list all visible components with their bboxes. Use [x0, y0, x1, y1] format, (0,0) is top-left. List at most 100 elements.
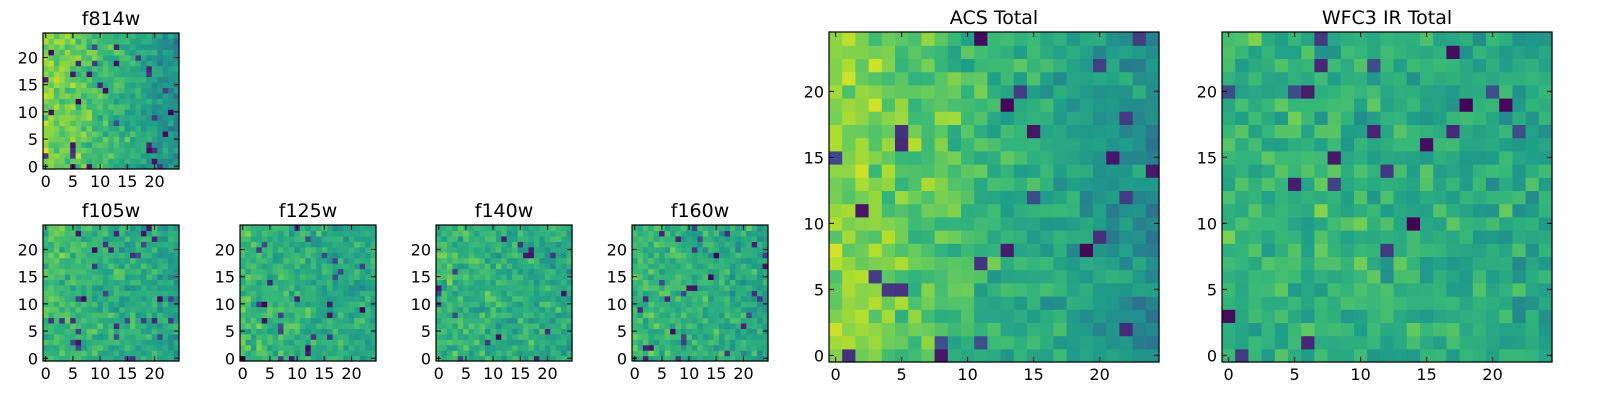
heatmap-cell: [48, 158, 55, 165]
heatmap-cell: [1119, 71, 1134, 86]
heatmap-cell: [59, 141, 66, 148]
heatmap-cell: [1525, 124, 1540, 139]
heatmap-cell: [305, 246, 312, 253]
heatmap-cell: [1340, 45, 1355, 59]
heatmap-cell: [135, 263, 142, 270]
heatmap-cell: [987, 58, 1002, 73]
heatmap-cell: [146, 92, 153, 99]
heatmap-cell: [173, 317, 180, 324]
heatmap-cell: [140, 71, 147, 78]
heatmap-cell: [135, 87, 142, 94]
heatmap-cell: [1525, 150, 1540, 165]
heatmap-cell: [1132, 58, 1147, 73]
heatmap-cell: [501, 301, 508, 308]
heatmap-cell: [697, 263, 704, 270]
heatmap-cell: [91, 317, 98, 324]
heatmap-cell: [566, 225, 573, 232]
heatmap-cell: [740, 322, 747, 329]
heatmap-cell: [533, 246, 540, 253]
panel-title: WFC3 IR Total: [1322, 7, 1452, 29]
heatmap-cell: [43, 152, 50, 159]
heatmap-cell: [921, 335, 936, 350]
heatmap-cell: [337, 333, 344, 340]
heatmap-cell: [173, 98, 180, 105]
heatmap-cell: [506, 355, 513, 362]
heatmap-cell: [162, 114, 169, 121]
heatmap-cell: [124, 263, 131, 270]
heatmap-cell: [86, 54, 93, 61]
heatmap-cell: [868, 309, 883, 323]
heatmap-cell: [53, 246, 60, 253]
heatmap-cell: [479, 328, 486, 335]
heatmap-cell: [348, 301, 355, 308]
heatmap-cell: [343, 322, 350, 329]
x-tick-label: 20: [144, 364, 164, 383]
heatmap-cell: [81, 295, 88, 302]
heatmap-cell: [1459, 256, 1474, 271]
heatmap-cell: [550, 230, 557, 237]
heatmap-cell: [283, 312, 290, 319]
heatmap-cell: [974, 296, 988, 310]
heatmap-cell: [168, 87, 175, 94]
heatmap-cell: [48, 344, 55, 351]
heatmap-cell: [70, 273, 77, 280]
heatmap-cell: [1354, 98, 1368, 112]
heatmap-cell: [468, 279, 475, 286]
heatmap-cell: [240, 344, 247, 351]
heatmap-cell: [724, 344, 731, 351]
heatmap-cell: [474, 241, 481, 248]
heatmap-cell: [1145, 348, 1160, 363]
heatmap-cell: [1406, 269, 1421, 284]
heatmap-cell: [523, 301, 530, 308]
heatmap-cell: [1340, 269, 1355, 284]
heatmap-cell: [1340, 322, 1355, 337]
heatmap-cell: [484, 295, 491, 302]
heatmap-cell: [881, 98, 896, 112]
heatmap-cell: [91, 252, 98, 259]
heatmap-cell: [648, 263, 655, 270]
heatmap-cell: [124, 290, 131, 297]
heatmap-cell: [75, 273, 82, 280]
heatmap-cell: [1132, 111, 1147, 125]
heatmap-cell: [1106, 348, 1120, 363]
heatmap-cell: [168, 312, 175, 319]
heatmap-cell: [354, 355, 361, 362]
heatmap-cell: [130, 263, 137, 270]
heatmap-cell: [484, 339, 491, 346]
heatmap-cell: [267, 235, 274, 242]
heatmap-cell: [452, 290, 459, 297]
heatmap-cell: [664, 306, 671, 313]
heatmap-cell: [135, 49, 142, 56]
heatmap-cell: [908, 309, 922, 323]
heatmap-cell: [501, 284, 508, 291]
heatmap-cell: [1340, 177, 1355, 191]
heatmap-cell: [119, 322, 126, 329]
heatmap-cell: [468, 317, 475, 324]
heatmap-cell: [157, 235, 164, 242]
heatmap-cell: [1512, 243, 1527, 257]
heatmap-cell: [934, 203, 949, 218]
heatmap-cell: [81, 92, 88, 99]
heatmap-cell: [124, 114, 131, 121]
heatmap-cell: [1406, 98, 1421, 112]
heatmap-cell: [642, 306, 649, 313]
heatmap-cell: [855, 269, 870, 284]
heatmap-cell: [757, 230, 764, 237]
heatmap-cell: [64, 163, 71, 170]
heatmap-cell: [113, 103, 120, 110]
heatmap-cell: [1288, 111, 1302, 125]
heatmap-cell: [59, 350, 66, 357]
heatmap-cell: [173, 333, 180, 340]
heatmap-cell: [1486, 150, 1500, 165]
heatmap-cell: [1274, 335, 1289, 350]
heatmap-cell: [70, 284, 77, 291]
heatmap-cell: [124, 306, 131, 313]
heatmap-cell: [146, 350, 153, 357]
heatmap-cell: [370, 263, 377, 270]
heatmap-cell: [1393, 230, 1408, 244]
heatmap-cell: [1027, 216, 1041, 231]
heatmap-cell: [724, 225, 731, 232]
heatmap-cell: [97, 103, 104, 110]
heatmap-cell: [719, 328, 726, 335]
heatmap-cell: [53, 333, 60, 340]
